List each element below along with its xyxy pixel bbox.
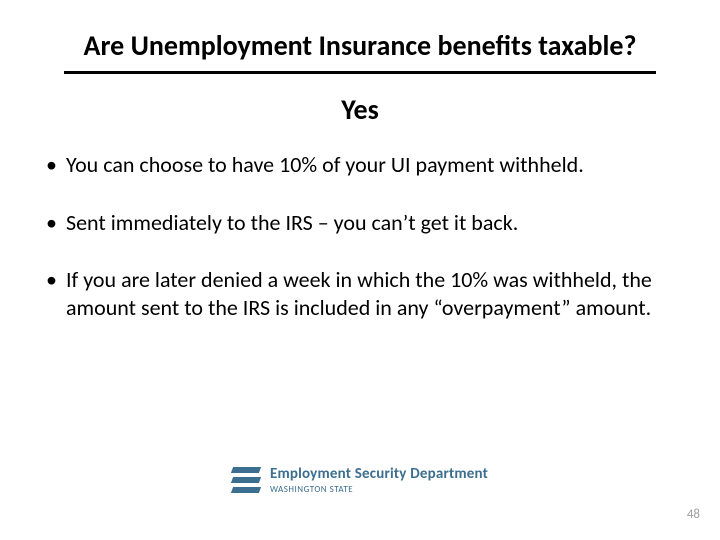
- esd-logo: Employment Security Department WASHINGTO…: [232, 467, 488, 494]
- logo-main-text: Employment Security Department: [270, 467, 488, 483]
- logo-mark-icon: [232, 467, 260, 493]
- footer-logo: Employment Security Department WASHINGTO…: [0, 467, 720, 494]
- answer-heading: Yes: [36, 92, 684, 127]
- bullet-list: You can choose to have 10% of your UI pa…: [36, 151, 684, 321]
- logo-text: Employment Security Department WASHINGTO…: [270, 467, 488, 494]
- slide: Are Unemployment Insurance benefits taxa…: [0, 0, 720, 540]
- slide-title: Are Unemployment Insurance benefits taxa…: [36, 28, 684, 63]
- page-number: 48: [687, 507, 700, 522]
- list-item: If you are later denied a week in which …: [44, 266, 676, 321]
- logo-sub-text: WASHINGTON STATE: [270, 485, 488, 494]
- title-underline: [64, 71, 656, 74]
- list-item: You can choose to have 10% of your UI pa…: [44, 151, 676, 179]
- list-item: Sent immediately to the IRS – you can’t …: [44, 209, 676, 237]
